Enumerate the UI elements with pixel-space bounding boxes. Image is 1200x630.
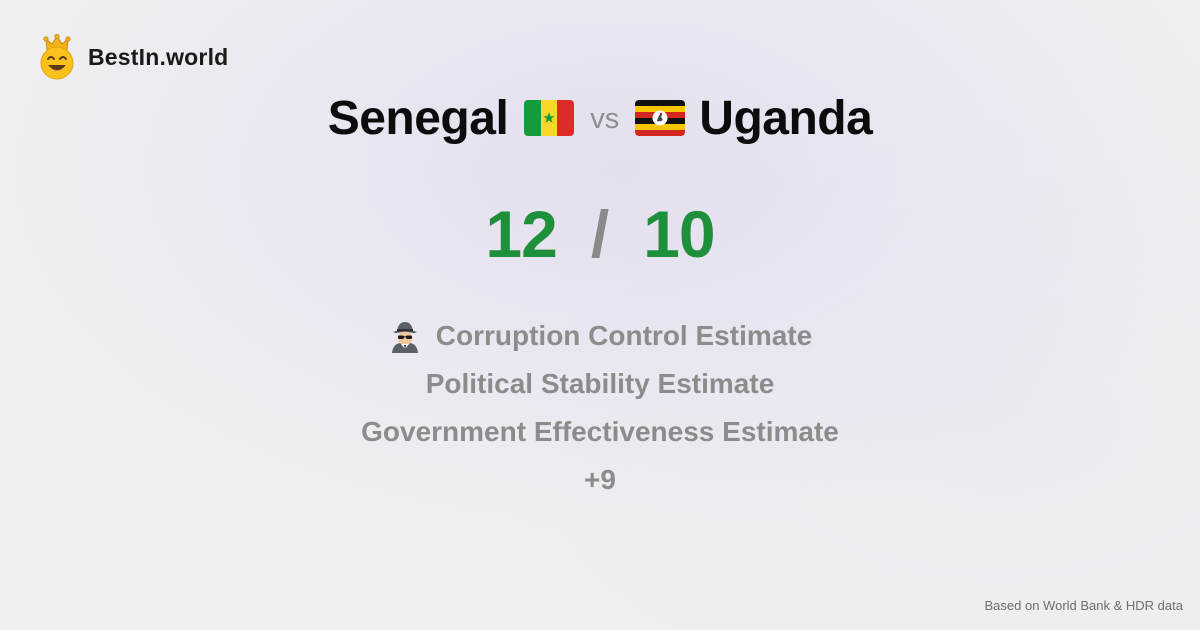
brand-name: BestIn.world — [88, 43, 229, 70]
country-a-score: 12 — [485, 197, 557, 271]
metric-label: Political Stability Estimate — [425, 368, 775, 399]
more-metrics[interactable]: +9 — [0, 456, 1200, 504]
metric-label: Corruption Control Estimate — [435, 320, 813, 351]
vs-label: vs — [590, 102, 620, 135]
data-source-note: Based on World Bank & HDR data — [984, 598, 1183, 613]
country-a-name[interactable]: Senegal — [327, 91, 509, 145]
metric-label: Government Effectiveness Estimate — [361, 416, 839, 447]
metric-item[interactable]: Corruption Control Estimate — [0, 312, 1200, 360]
country-b-name[interactable]: Uganda — [699, 91, 873, 145]
score-separator: / — [590, 197, 610, 271]
senegal-flag-icon — [524, 100, 575, 136]
comparison-title: Senegal vs Uganda — [0, 86, 1200, 150]
metric-item[interactable]: Government Effectiveness Estimate — [0, 408, 1200, 456]
brand[interactable]: BestIn.world — [38, 34, 228, 80]
metrics-list: Corruption Control Estimate Political St… — [0, 312, 1200, 504]
uganda-flag-icon — [635, 100, 686, 136]
metric-item[interactable]: Political Stability Estimate — [0, 360, 1200, 408]
score-row: 12 / 10 — [0, 196, 1200, 272]
crown-smiley-icon — [40, 34, 74, 80]
spy-icon — [391, 322, 418, 353]
more-metrics-label: +9 — [584, 464, 616, 495]
country-b-score: 10 — [643, 197, 715, 271]
